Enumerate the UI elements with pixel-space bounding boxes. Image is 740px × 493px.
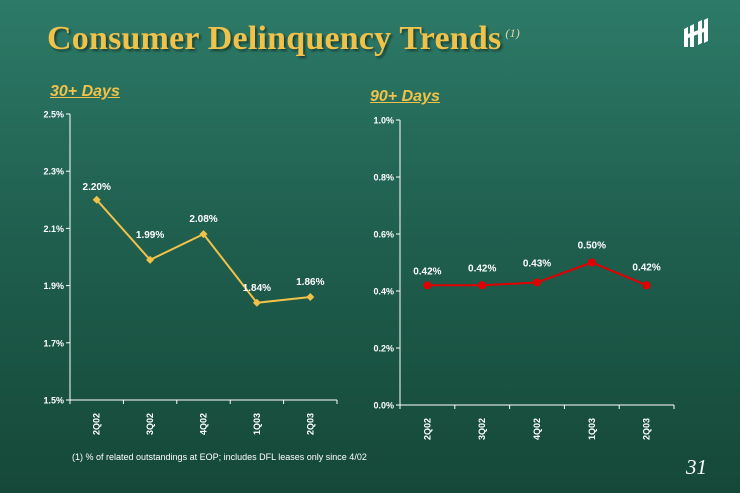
page-number: 31 [686,455,707,479]
chart-90-x-tick-label: 2Q03 [642,418,652,440]
chart-90-data-point [587,258,596,267]
chart-90-x-tick-label: 1Q03 [587,418,597,440]
chart-90-y-tick-label: 0.8% [373,173,394,183]
chart-30-y-tick-label: 1.5% [43,396,64,406]
chart-90-y-tick-label: 1.0% [373,116,394,126]
title-footnote-marker: (1) [505,25,520,40]
chart-90-data-label: 0.50% [578,241,606,252]
chart-90-y-tick-label: 0.6% [373,230,394,240]
chart-90-data-point [642,281,651,290]
chart-30-y-tick-label: 2.3% [43,167,64,177]
chart-90-data-label: 0.42% [468,263,496,274]
chart-30-data-point [252,298,261,307]
chart-30-x-tick-label: 3Q02 [145,413,155,435]
chart-30-data-label: 1.86% [296,277,324,288]
footnote: (1) % of related outstandings at EOP; in… [72,452,367,462]
chart-30-x-tick-label: 2Q02 [92,413,102,435]
chart-90-data-label: 0.43% [523,258,551,269]
chart-30-data-point [199,230,208,239]
chart-30-y-tick-label: 1.9% [43,281,64,291]
chart-90-data-label: 0.42% [413,266,441,277]
chart-30-data-point [92,195,101,204]
chart-30-y-tick-label: 2.5% [43,110,64,120]
chart-90-y-tick-label: 0.4% [373,287,394,297]
chart-30-data-label: 1.84% [243,283,271,294]
chart-30-data-point [306,293,315,302]
chart-30-x-tick-label: 4Q02 [199,413,209,435]
chart-30-y-tick-label: 2.1% [43,224,64,234]
chart-30-data-label: 2.08% [189,214,217,225]
chart-90-y-tick-label: 0.2% [373,344,394,354]
chart-90-x-tick-label: 3Q02 [477,418,487,440]
chart-90-days-title: 90+ Days [370,88,440,105]
chart-90-data-label: 0.42% [632,262,660,273]
chart-30-days-title: 30+ Days [50,83,120,100]
chart-90-x-tick-label: 2Q02 [422,418,432,440]
chart-90-data-point [478,281,487,290]
page-title-text: Consumer Delinquency Trends [47,20,502,57]
chart-90-y-tick-label: 0.0% [373,401,394,411]
page-title: Consumer Delinquency Trends (1) [47,20,520,58]
chart-30-x-tick-label: 1Q03 [252,413,262,435]
company-logo-icon [684,18,708,47]
chart-90-x-tick-label: 4Q02 [532,418,542,440]
chart-30-data-label: 1.99% [136,230,164,241]
chart-90-data-point [533,278,541,287]
chart-90-data-point [423,281,432,290]
chart-30-data-label: 2.20% [83,182,111,193]
chart-30-y-tick-label: 1.7% [43,338,64,348]
chart-30-x-tick-label: 2Q03 [305,413,315,435]
chart-30-data-point [146,255,155,264]
